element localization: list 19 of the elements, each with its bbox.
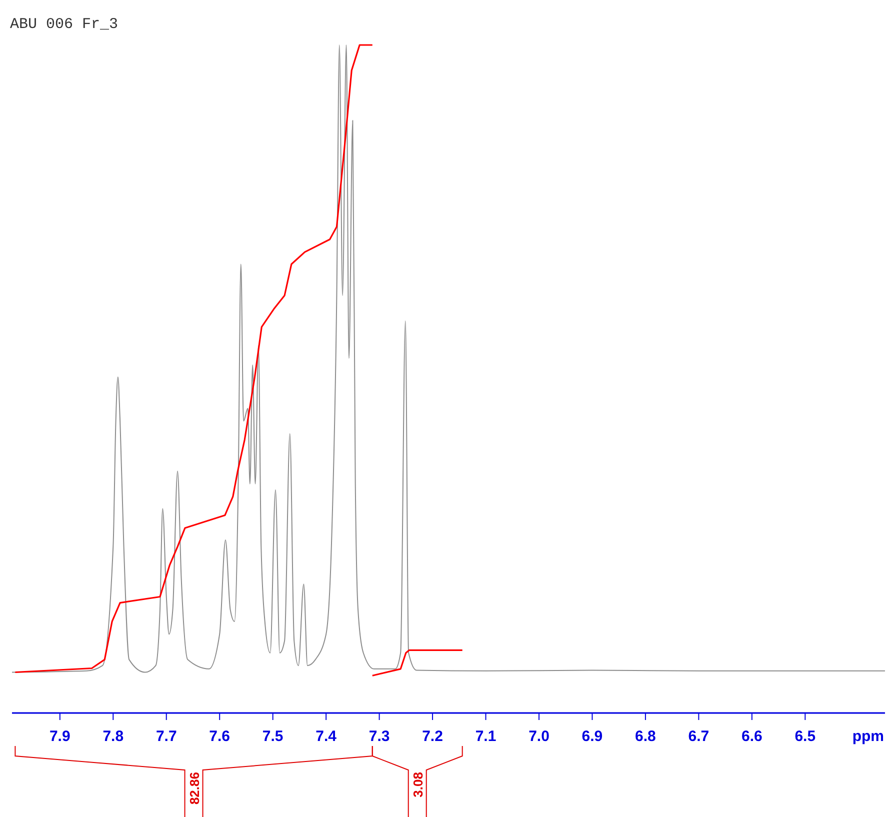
x-tick-label: 7.8 — [102, 728, 124, 745]
x-tick-label: 7.0 — [528, 728, 550, 745]
text: 82.86 — [186, 772, 202, 805]
x-tick-label: 7.7 — [156, 728, 177, 745]
x-tick-label: 7.6 — [209, 728, 230, 745]
x-tick-label: 6.9 — [582, 728, 603, 745]
x-tick-label: 7.4 — [316, 728, 338, 745]
x-tick-label: 6.5 — [794, 728, 816, 745]
x-axis-title: ppm — [852, 728, 884, 745]
x-tick-label: 7.3 — [368, 728, 390, 745]
x-tick-label: 6.8 — [635, 728, 656, 745]
text: 3.08 — [410, 772, 426, 798]
x-tick-label: 6.7 — [688, 728, 710, 745]
x-tick-label: 6.6 — [741, 728, 762, 745]
chart-title: ABU 006 Fr_3 — [10, 16, 118, 33]
x-tick-label: 7.5 — [262, 728, 284, 745]
x-tick-label: 7.9 — [49, 728, 70, 745]
x-tick-label: 7.1 — [475, 728, 496, 745]
x-tick-label: 7.2 — [422, 728, 443, 745]
